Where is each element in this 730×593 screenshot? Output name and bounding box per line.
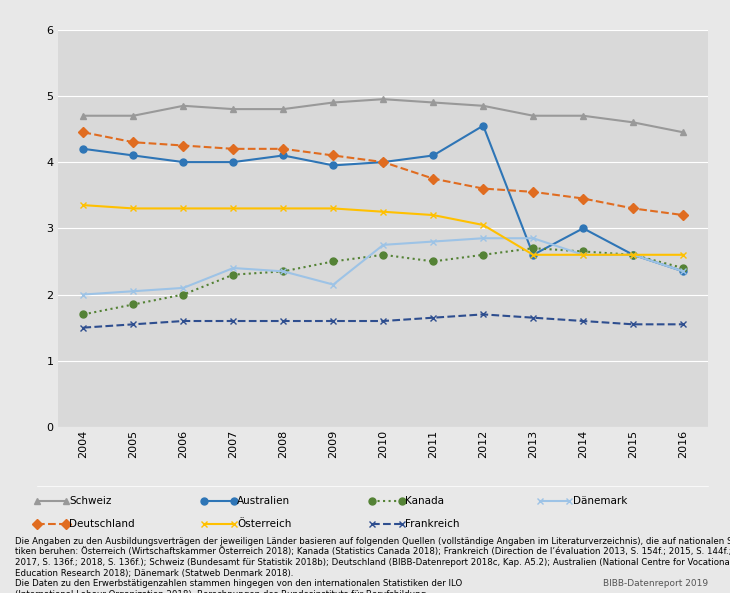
Text: BIBB-Datenreport 2019: BIBB-Datenreport 2019 [603,579,708,588]
Text: Kanada: Kanada [405,496,444,506]
Text: 2017, S. 136f.; 2018, S. 136f.); Schweiz (Bundesamt für Statistik 2018b); Deutsc: 2017, S. 136f.; 2018, S. 136f.); Schweiz… [15,558,730,567]
Text: Deutschland: Deutschland [69,519,135,528]
Text: Frankreich: Frankreich [405,519,460,528]
Text: Schweiz: Schweiz [69,496,112,506]
Text: Education Research 2018); Dänemark (Statweb Denmark 2018).: Education Research 2018); Dänemark (Stat… [15,569,293,578]
Text: Österreich: Österreich [237,519,291,528]
Text: Dänemark: Dänemark [573,496,627,506]
Text: Die Angaben zu den Ausbildungsverträgen der jeweiligen Länder basieren auf folge: Die Angaben zu den Ausbildungsverträgen … [15,537,730,546]
Text: Die Daten zu den Erwerbstätigenzahlen stammen hingegen von den internationalen S: Die Daten zu den Erwerbstätigenzahlen st… [15,579,462,588]
Text: (International Labour Organization 2018). Berechnungen des Bundesinstituts für B: (International Labour Organization 2018)… [15,590,429,593]
Text: Australien: Australien [237,496,291,506]
Text: tiken beruhen: Österreich (Wirtschaftskammer Österreich 2018); Kanada (Statistic: tiken beruhen: Österreich (Wirtschaftska… [15,547,730,556]
